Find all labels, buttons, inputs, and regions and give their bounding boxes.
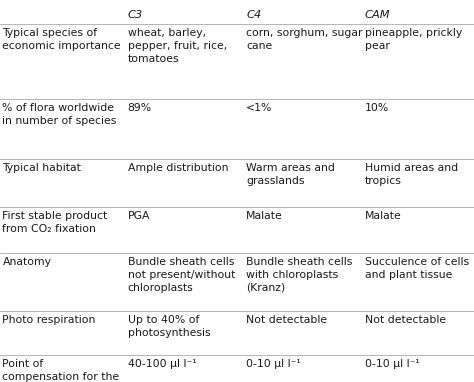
Text: First stable product
from CO₂ fixation: First stable product from CO₂ fixation [2,211,108,234]
Text: Photo respiration: Photo respiration [2,315,96,325]
Text: Warm areas and
grasslands: Warm areas and grasslands [246,163,335,186]
Text: <1%: <1% [246,103,273,113]
Text: 0-10 μl l⁻¹: 0-10 μl l⁻¹ [365,359,419,369]
Text: % of flora worldwide
in number of species: % of flora worldwide in number of specie… [2,103,117,126]
Text: Typical habitat: Typical habitat [2,163,82,173]
Text: Malate: Malate [246,211,283,221]
Text: C4: C4 [246,10,261,20]
Text: Typical species of
economic importance: Typical species of economic importance [2,28,121,51]
Text: Bundle sheath cells
not present/without
chloroplasts: Bundle sheath cells not present/without … [128,257,235,293]
Text: 89%: 89% [128,103,152,113]
Text: 40-100 μl l⁻¹: 40-100 μl l⁻¹ [128,359,196,369]
Text: wheat, barley,
pepper, fruit, rice,
tomatoes: wheat, barley, pepper, fruit, rice, toma… [128,28,227,63]
Text: Up to 40% of
photosynthesis: Up to 40% of photosynthesis [128,315,210,338]
Text: CAM: CAM [365,10,390,20]
Text: Ample distribution: Ample distribution [128,163,228,173]
Text: Humid areas and
tropics: Humid areas and tropics [365,163,458,186]
Text: Not detectable: Not detectable [246,315,327,325]
Text: Not detectable: Not detectable [365,315,446,325]
Text: Point of
compensation for the
assimilation of CO₂: Point of compensation for the assimilati… [2,359,119,382]
Text: Succulence of cells
and plant tissue: Succulence of cells and plant tissue [365,257,469,280]
Text: pineapple, prickly
pear: pineapple, prickly pear [365,28,462,51]
Text: corn, sorghum, sugar
cane: corn, sorghum, sugar cane [246,28,363,51]
Text: PGA: PGA [128,211,150,221]
Text: Bundle sheath cells
with chloroplasts
(Kranz): Bundle sheath cells with chloroplasts (K… [246,257,353,293]
Text: 0-10 μl l⁻¹: 0-10 μl l⁻¹ [246,359,301,369]
Text: Malate: Malate [365,211,401,221]
Text: Anatomy: Anatomy [2,257,52,267]
Text: 10%: 10% [365,103,389,113]
Text: C3: C3 [128,10,143,20]
